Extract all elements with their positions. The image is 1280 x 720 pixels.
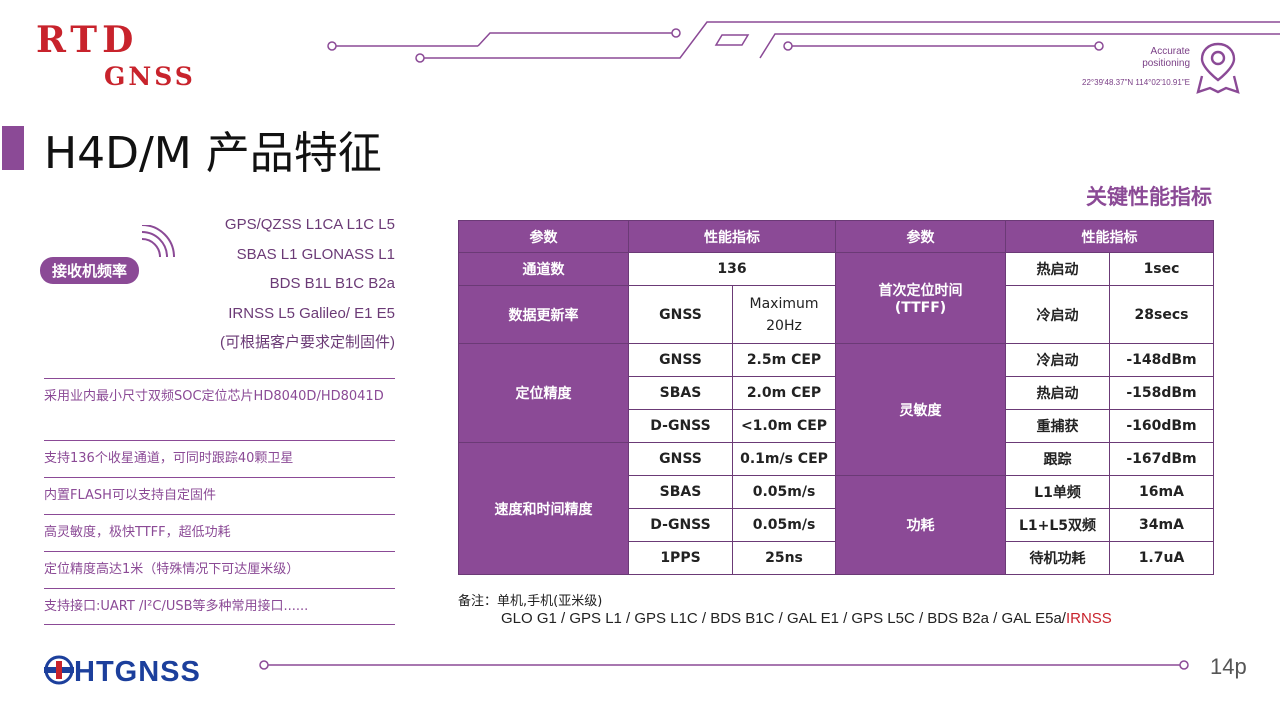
- frequency-band-list: GPS/QZSS L1CA L1C L5 SBAS L1 GLONASS L1 …: [150, 214, 395, 362]
- update-value: Maximum 20Hz: [732, 285, 836, 344]
- velocity-value: 0.05m/s: [732, 475, 836, 509]
- velocity-value: 25ns: [732, 541, 836, 575]
- band-line: IRNSS L5 Galileo/ E1 E5: [228, 304, 395, 322]
- param-power: 功耗: [835, 475, 1006, 575]
- htgnss-logo: HTGNSS: [44, 655, 201, 688]
- param-velocity: 速度和时间精度: [458, 442, 629, 575]
- feature-item: 采用业内最小尺寸双频SOC定位芯片HD8040D/HD8041D: [44, 378, 395, 440]
- table-row: D-GNSS 0.05m/s L1+L5双频 34mA: [459, 508, 1214, 542]
- accuracy-mode: SBAS: [628, 376, 733, 410]
- note-bands-highlight: IRNSS: [1065, 610, 1112, 627]
- receiver-frequency-badge: 接收机频率: [40, 257, 140, 284]
- accuracy-mode: D-GNSS: [628, 409, 733, 443]
- table-row: 1PPS 25ns 待机功耗 1.7uA: [459, 541, 1214, 575]
- note-line1: 备注：单机,手机(亚米级): [458, 594, 603, 609]
- feature-item: 支持136个收星通道，可同时跟踪40颗卫星: [44, 440, 395, 477]
- header-spec: 性能指标: [628, 220, 836, 253]
- velocity-mode: 1PPS: [628, 541, 733, 575]
- accuracy-value: <1.0m CEP: [732, 409, 836, 443]
- power-mode: 待机功耗: [1005, 541, 1110, 575]
- rtd-logo-bottom: GNSS: [104, 62, 196, 91]
- table-row: SBAS 2.0m CEP 热启动 -158dBm: [459, 376, 1214, 410]
- sens-value: -160dBm: [1109, 409, 1214, 443]
- ttff-label: 首次定位时间: [878, 283, 963, 299]
- coordinates: 22°39'48.37"N 114°02'10.91"E: [1082, 78, 1190, 87]
- sens-mode: 冷启动: [1005, 343, 1110, 377]
- page-number: 14p: [1210, 654, 1247, 679]
- sens-mode: 跟踪: [1005, 442, 1110, 476]
- table-row: 定位精度 GNSS 2.5m CEP 灵敏度 冷启动 -148dBm: [458, 343, 1214, 476]
- table-row: D-GNSS <1.0m CEP 重捕获 -160dBm: [459, 409, 1214, 443]
- rtd-logo-top: RTD: [36, 19, 139, 61]
- velocity-value: 0.05m/s: [732, 508, 836, 542]
- velocity-mode: SBAS: [628, 475, 733, 509]
- band-line: (可根据客户要求定制固件): [220, 334, 395, 351]
- feature-item: 高灵敏度，极快TTFF，超低功耗: [44, 514, 395, 551]
- velocity-value: 0.1m/s CEP: [732, 442, 836, 476]
- param-channels: 通道数: [458, 252, 629, 286]
- band-line: GPS/QZSS L1CA L1C L5: [224, 216, 395, 233]
- note-line2: GLO G1 / GPS L1 / GPS L1C / BDS B1C / GA…: [501, 610, 1112, 627]
- header-spec: 性能指标: [1005, 220, 1214, 253]
- signal-waves-icon: [141, 225, 175, 258]
- table-header-row: 参数 性能指标 参数 性能指标: [458, 220, 1214, 253]
- sens-mode: 重捕获: [1005, 409, 1110, 443]
- ttff-sublabel: (TTFF): [894, 300, 947, 316]
- update-value-line2: 20Hz: [766, 317, 802, 334]
- power-value: 34mA: [1109, 508, 1214, 542]
- band-line: BDS B1L B1C B2a: [269, 275, 395, 292]
- power-mode: L1单频: [1005, 475, 1110, 509]
- note-bands: GLO G1 / GPS L1 / GPS L1C / BDS B1C / GA…: [501, 610, 1066, 627]
- table-subtitle: 关键性能指标: [1086, 185, 1212, 209]
- param-update-rate: 数据更新率: [458, 285, 629, 344]
- sens-mode: 热启动: [1005, 376, 1110, 410]
- sens-value: -158dBm: [1109, 376, 1214, 410]
- tagline: Accurate positioning: [1142, 46, 1190, 70]
- ttff-mode: 热启动: [1005, 252, 1110, 286]
- sens-value: -148dBm: [1109, 343, 1214, 377]
- table-row: SBAS 0.05m/s 功耗 L1单频 16mA: [459, 475, 1214, 575]
- header-param: 参数: [458, 220, 629, 253]
- band-line: SBAS L1 GLONASS L1: [236, 245, 395, 263]
- table-row: 通道数 136 首次定位时间 (TTFF) 热启动 1sec: [458, 252, 1214, 344]
- sens-value: -167dBm: [1109, 442, 1214, 476]
- velocity-mode: GNSS: [628, 442, 733, 476]
- accuracy-mode: GNSS: [628, 343, 733, 377]
- ttff-value: 28secs: [1109, 285, 1214, 344]
- page-title: H4D/M 产品特征: [44, 128, 382, 179]
- tagline-line1: Accurate: [1150, 46, 1190, 57]
- table-row: 数据更新率 GNSS Maximum 20Hz 冷启动 28secs: [458, 285, 1214, 344]
- param-sensitivity: 灵敏度: [835, 343, 1006, 476]
- accuracy-value: 2.0m CEP: [732, 376, 836, 410]
- accuracy-value: 2.5m CEP: [732, 343, 836, 377]
- header-param: 参数: [835, 220, 1006, 253]
- update-sub: GNSS: [628, 285, 733, 344]
- tagline-line2: positioning: [1142, 58, 1190, 69]
- power-mode: L1+L5双频: [1005, 508, 1110, 542]
- power-value: 16mA: [1109, 475, 1214, 509]
- title-accent-bar: [2, 126, 24, 170]
- update-value-line1: Maximum: [749, 295, 819, 312]
- param-ttff: 首次定位时间 (TTFF): [835, 252, 1006, 344]
- spec-table: 参数 性能指标 参数 性能指标 通道数 136 首次定位时间 (TTFF) 热启…: [458, 220, 1214, 575]
- htgnss-logo-text: HTGNSS: [74, 656, 201, 688]
- velocity-mode: D-GNSS: [628, 508, 733, 542]
- feature-item: 内置FLASH可以支持自定固件: [44, 477, 395, 514]
- feature-item: 支持接口:UART /I²C/USB等多种常用接口......: [44, 588, 395, 625]
- ttff-mode: 冷启动: [1005, 285, 1110, 344]
- htgnss-mark-icon: [44, 655, 74, 685]
- feature-item: 定位精度高达1米（特殊情况下可达厘米级）: [44, 551, 395, 588]
- param-accuracy: 定位精度: [458, 343, 629, 443]
- location-pin-map-icon: [1196, 42, 1240, 94]
- power-value: 1.7uA: [1109, 541, 1214, 575]
- value-channels: 136: [628, 252, 836, 286]
- ttff-value: 1sec: [1109, 252, 1214, 286]
